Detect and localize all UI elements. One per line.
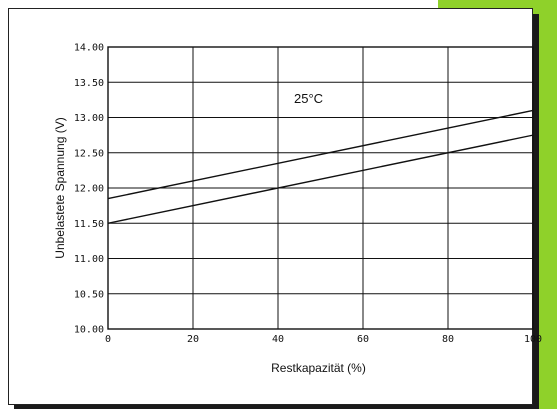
y-tick-label: 12.00 bbox=[74, 184, 104, 195]
y-tick-label: 13.00 bbox=[74, 113, 104, 124]
x-tick-label: 100 bbox=[524, 334, 542, 345]
lower-voltage-line bbox=[107, 134, 534, 224]
y-axis-title: Unbelastete Spannung (V) bbox=[53, 117, 67, 258]
upper-voltage-line bbox=[107, 109, 534, 200]
y-tick-label: 11.50 bbox=[74, 219, 104, 230]
y-tick-label: 12.50 bbox=[74, 148, 104, 159]
x-tick-label: 40 bbox=[272, 334, 284, 345]
series-lines bbox=[107, 109, 534, 224]
temperature-annotation: 25°C bbox=[294, 91, 323, 106]
x-tick-label: 20 bbox=[187, 334, 199, 345]
y-tick-labels: 10.00 10.50 11.00 11.50 12.00 12.50 13.00 13.50… bbox=[74, 43, 104, 336]
grid bbox=[107, 46, 534, 330]
x-axis-title: Restkapazität (%) bbox=[271, 361, 366, 375]
plot-frame bbox=[107, 46, 534, 330]
y-tick-label: 11.00 bbox=[74, 254, 104, 265]
x-tick-label: 80 bbox=[442, 334, 454, 345]
y-tick-label: 13.50 bbox=[74, 78, 104, 89]
y-tick-label: 10.50 bbox=[74, 289, 104, 300]
y-tick-label: 14.00 bbox=[74, 43, 104, 54]
y-tick-label: 10.00 bbox=[74, 325, 104, 336]
x-tick-labels: 0 20 40 60 80 100 bbox=[105, 334, 542, 345]
x-tick-label: 60 bbox=[357, 334, 369, 345]
chart-card bbox=[8, 8, 533, 405]
x-tick-label: 0 bbox=[105, 334, 111, 345]
